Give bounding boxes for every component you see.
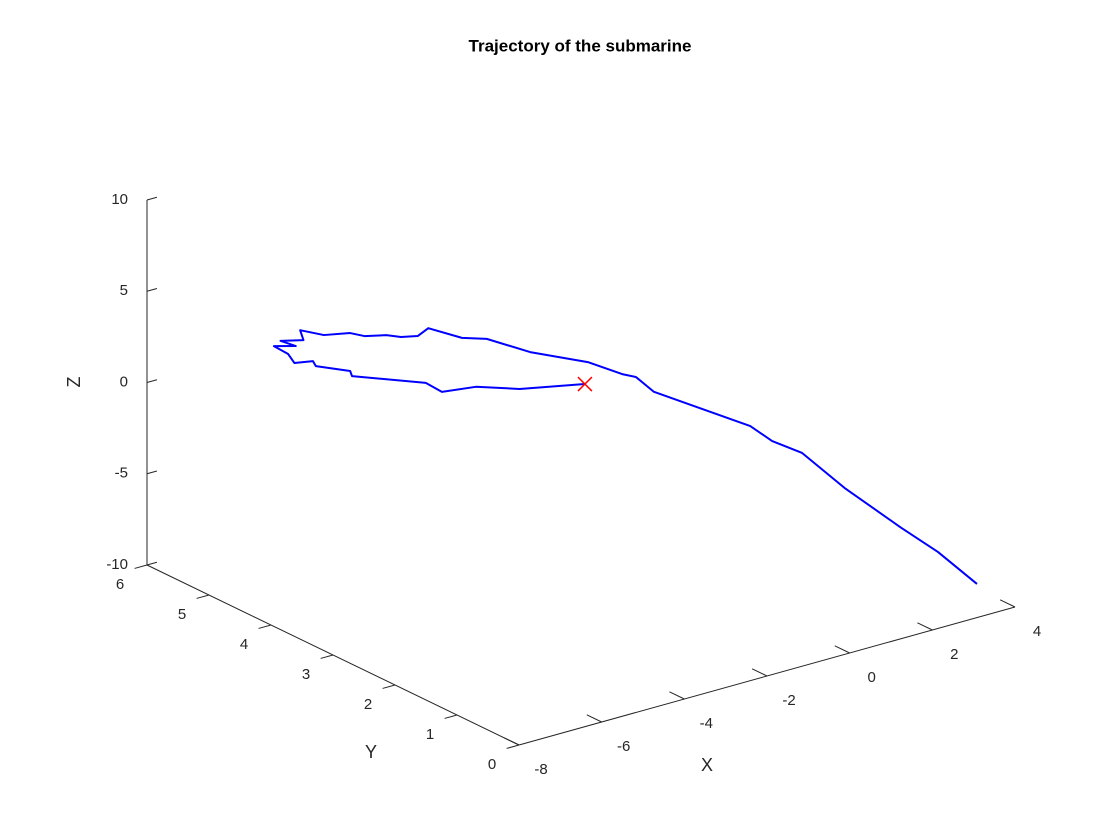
z-tick-label: 5 [120,282,128,299]
x-tick [917,622,933,631]
y-tick-label: 0 [488,756,496,773]
x-tick-label: 4 [1033,623,1041,640]
x-tick [586,714,602,723]
x-tick [751,668,768,677]
y-tick-label: 1 [426,726,434,743]
y-tick-label: 2 [364,696,372,713]
y-tick [196,594,210,599]
x-tick [834,645,850,654]
chart-title: Trajectory of the submarine [469,36,692,55]
z-tick-label: 10 [111,191,128,208]
z-tick [146,196,158,201]
y-tick [444,714,458,719]
x-tick-label: -2 [782,692,795,709]
x-tick-label: -6 [617,738,630,755]
marker-stroke [577,376,593,392]
trajectory-line [272,327,978,585]
y-tick [320,654,334,659]
y-axis-label: Y [365,742,377,762]
y-tick-label: 6 [116,576,124,593]
x-tick [669,691,685,700]
y-tick-label: 5 [178,606,186,623]
z-tick [146,561,158,566]
y-tick [506,744,520,749]
y-tick [382,684,396,689]
y-tick [134,564,148,569]
x-tick-label: -8 [534,761,547,778]
x-axis-label: X [701,755,713,775]
z-tick [146,470,158,475]
end-marker [577,376,593,392]
z-tick-label: 0 [120,373,128,390]
z-tick-label: -10 [106,556,128,573]
x-tick [999,599,1016,608]
y-tick-label: 3 [302,666,310,683]
x-tick [503,737,520,746]
x-tick-label: -4 [700,715,713,732]
y-tick [258,624,272,629]
z-tick-label: -5 [115,465,128,482]
x-tick-label: 0 [867,669,875,686]
y-tick-label: 4 [240,636,248,653]
z-axis-label: Z [64,377,84,388]
z-tick [146,379,158,383]
z-tick [146,288,158,292]
x-tick-label: 2 [950,646,958,663]
